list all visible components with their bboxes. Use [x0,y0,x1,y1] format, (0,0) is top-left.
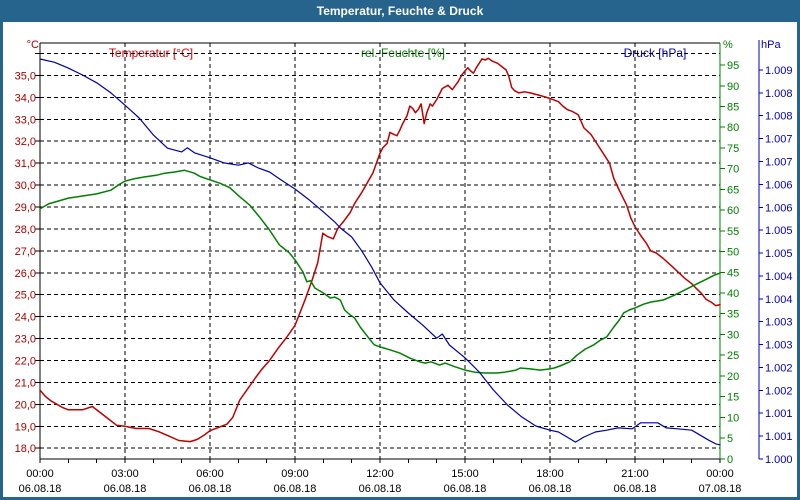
pressure-axis-unit: hPa [761,39,781,51]
legend-humidity: rel. Feuchte [%] [360,46,446,60]
humidity-axis-unit: % [723,39,733,51]
temperature-axis-unit: °C [26,39,39,51]
legend-pressure: Druck [hPa] [623,46,687,60]
window-title: Temperatur, Feuchte & Druck [316,4,484,18]
chart-area: Temperatur [°C] rel. Feuchte [%] Druck [… [3,22,797,497]
window-titlebar[interactable]: Temperatur, Feuchte & Druck [0,0,800,22]
legend-temperature: Temperatur [°C] [108,46,194,60]
